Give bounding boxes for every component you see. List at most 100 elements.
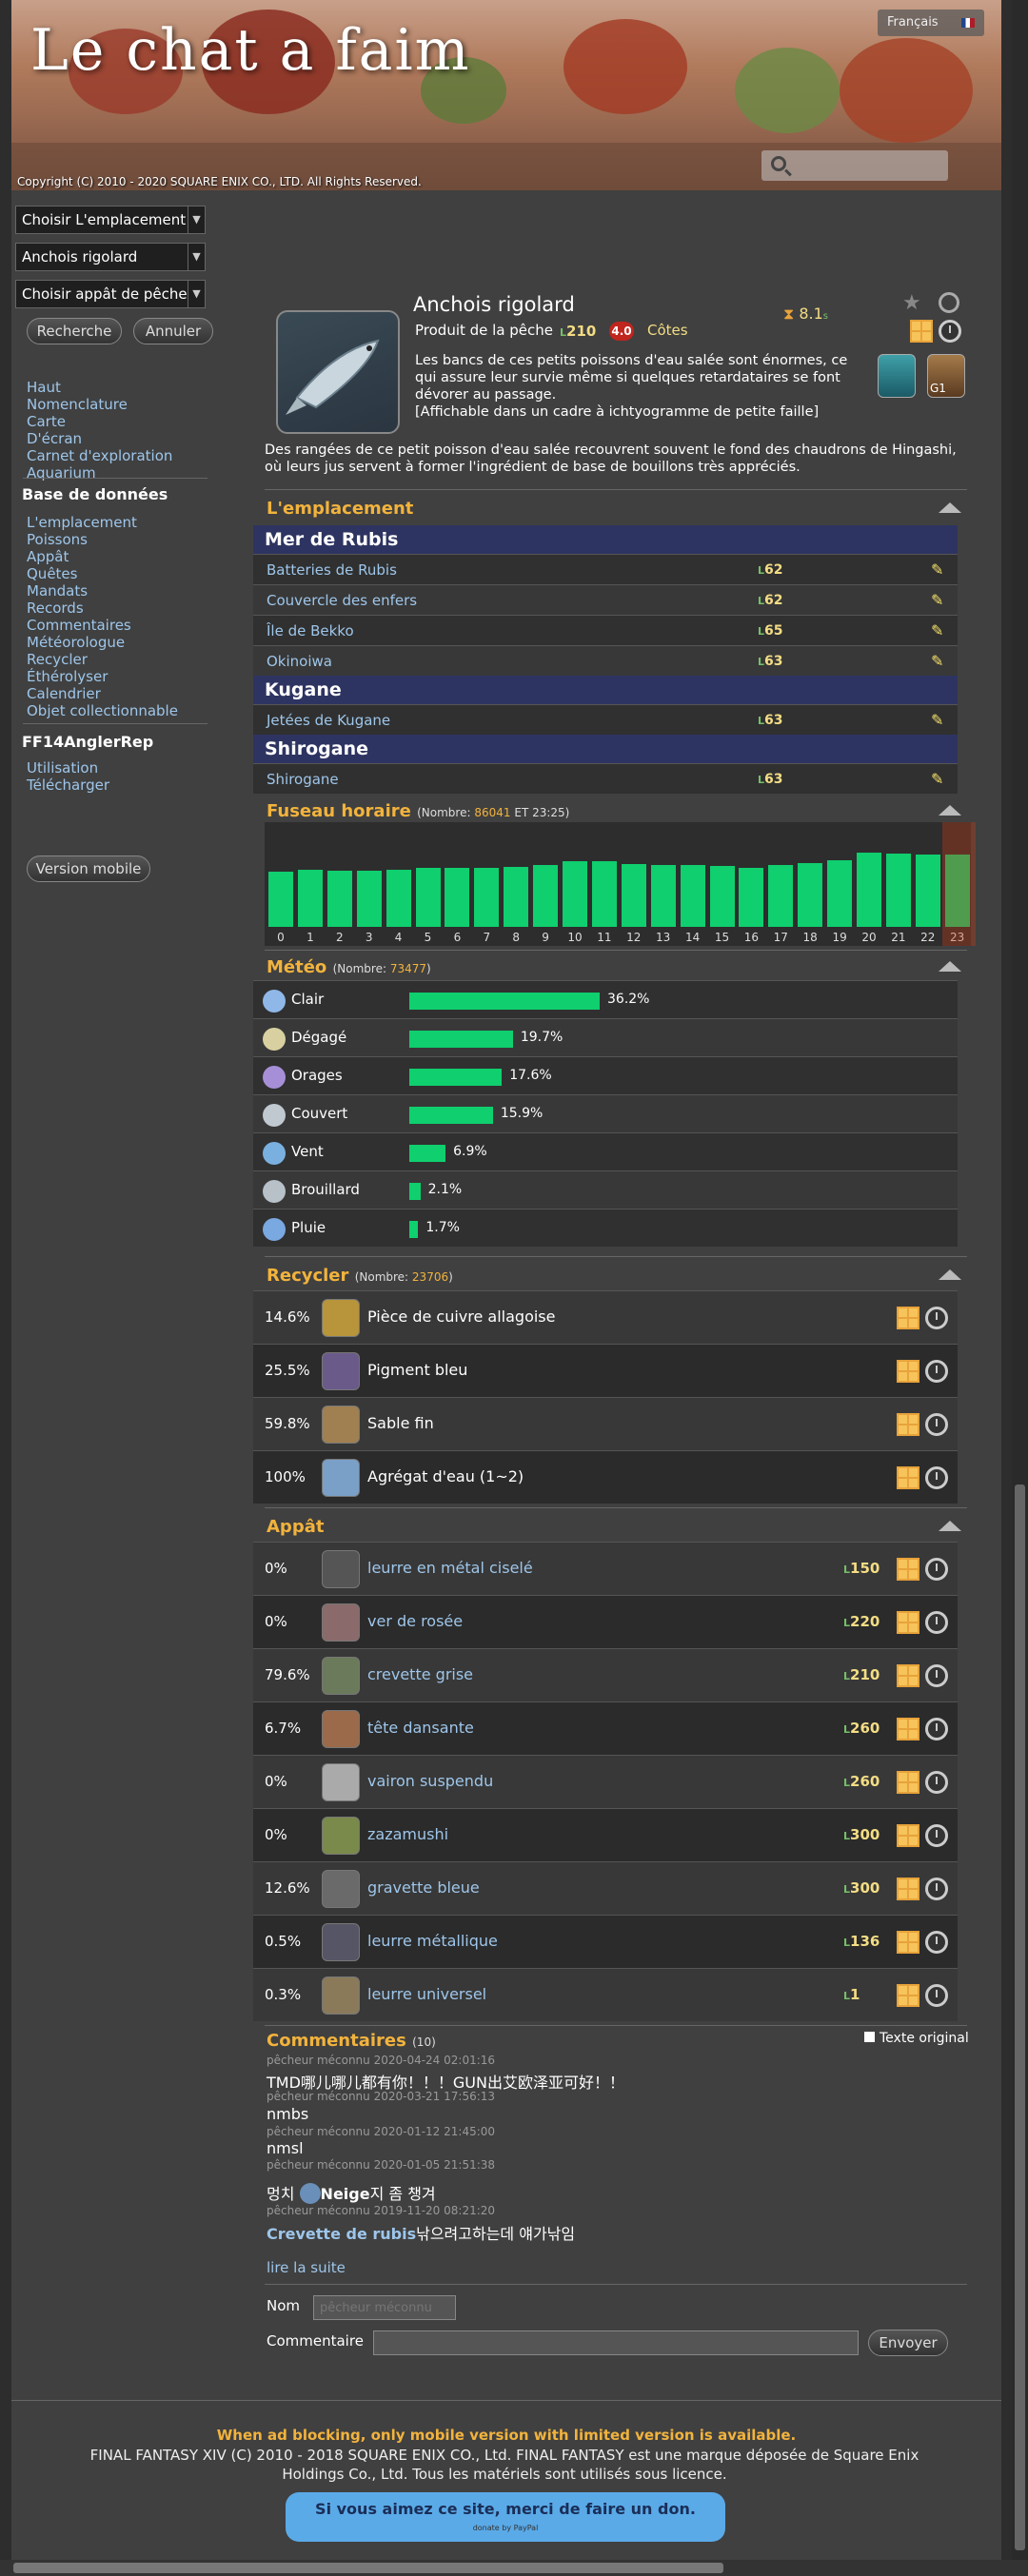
item-name[interactable]: vairon suspendu (367, 1772, 494, 1790)
chart-bar (680, 865, 705, 927)
timer-icon[interactable] (925, 1931, 948, 1954)
fish-select[interactable]: Anchois rigolard ▼ (15, 243, 206, 271)
item-name[interactable]: gravette bleue (367, 1878, 480, 1897)
comment-link-location[interactable]: Crevette de rubis (267, 2225, 417, 2243)
site-search-input[interactable] (761, 150, 948, 181)
alarm-icon[interactable] (939, 292, 959, 313)
nav-link[interactable]: Quêtes (27, 565, 78, 582)
comment-text-c: 지 좀 챙겨 (369, 2185, 436, 2203)
location-link[interactable]: Shirogane (267, 771, 339, 788)
nav-link[interactable]: Records (27, 600, 84, 617)
timer-icon[interactable] (925, 1664, 948, 1687)
nav-link[interactable]: Appât (27, 548, 69, 565)
item-name[interactable]: crevette grise (367, 1665, 474, 1683)
location-link[interactable]: Okinoiwa (267, 653, 332, 670)
read-more-link[interactable]: lire la suite (267, 2259, 346, 2276)
collapse-icon[interactable] (939, 1521, 961, 1531)
nav-link[interactable]: Météorologue (27, 634, 126, 651)
nav-link[interactable]: Carnet d'exploration (27, 447, 173, 464)
vertical-scrollbar[interactable] (1012, 0, 1028, 2560)
tug-value: 8.1 (799, 305, 823, 323)
nav-link[interactable]: Aquarium (27, 464, 96, 482)
nav-link[interactable]: Nomenclature (27, 396, 128, 413)
teamcraft-icon[interactable] (897, 1718, 919, 1740)
comment-link-weather[interactable]: Neige (320, 2185, 370, 2203)
collapse-icon[interactable] (939, 961, 961, 972)
teamcraft-icon[interactable] (897, 1466, 919, 1489)
timer-icon[interactable] (925, 1558, 948, 1581)
timer-icon[interactable] (925, 1307, 948, 1329)
nav-link[interactable]: Objet collectionnable (27, 702, 178, 719)
donate-button[interactable]: Si vous aimez ce site, merci de faire un… (286, 2492, 725, 2542)
timer-icon[interactable] (925, 1984, 948, 2007)
teamcraft-icon[interactable] (897, 1558, 919, 1581)
teamcraft-icon[interactable] (897, 1413, 919, 1436)
teamcraft-icon[interactable] (897, 1360, 919, 1383)
teamcraft-icon[interactable] (897, 1307, 919, 1329)
teamcraft-icon[interactable] (897, 1984, 919, 2007)
nav-link[interactable]: Recycler (27, 651, 88, 668)
nav-link[interactable]: Éthérolyser (27, 668, 109, 685)
item-level: L220 (843, 1613, 880, 1630)
teamcraft-icon[interactable] (897, 1931, 919, 1954)
original-text-toggle[interactable]: Texte original (864, 2031, 969, 2046)
nav-link[interactable]: Haut (27, 379, 61, 396)
item-name[interactable]: leurre en métal ciselé (367, 1559, 533, 1577)
horizontal-scrollbar[interactable] (0, 2560, 1028, 2576)
collapse-icon[interactable] (939, 1269, 961, 1280)
teamcraft-icon[interactable] (897, 1771, 919, 1794)
item-name[interactable]: tête dansante (367, 1719, 474, 1737)
scroll-thumb[interactable] (13, 2563, 723, 2573)
teamcraft-icon[interactable] (897, 1664, 919, 1687)
teamcraft-icon[interactable] (897, 1611, 919, 1634)
recycle-count-label: (Nombre: (354, 1270, 409, 1284)
timer-icon[interactable] (925, 1413, 948, 1436)
site-title[interactable]: Le chat a faim (30, 17, 471, 84)
nav-link[interactable]: Commentaires (27, 617, 131, 634)
item-level-value: 136 (850, 1933, 880, 1950)
bait-select[interactable]: Choisir appât de pêche ▼ (15, 280, 206, 308)
nav-link[interactable]: L'emplacement (27, 514, 137, 531)
search-button[interactable]: Recherche (27, 318, 122, 344)
timer-icon[interactable] (925, 1466, 948, 1489)
favorite-star-icon[interactable]: ★ (902, 291, 921, 315)
nav-link[interactable]: Utilisation (27, 759, 99, 777)
cancel-button[interactable]: Annuler (133, 318, 213, 344)
timer-icon[interactable] (925, 1878, 948, 1900)
comment-input[interactable] (373, 2330, 859, 2355)
search-icon (771, 156, 786, 171)
checkbox[interactable] (864, 2032, 875, 2042)
item-name[interactable]: leurre universel (367, 1985, 487, 2003)
nav-link[interactable]: Carte (27, 413, 66, 430)
nav-link[interactable]: D'écran (27, 430, 83, 447)
timer-icon[interactable] (925, 1824, 948, 1847)
timer-icon[interactable] (925, 1718, 948, 1740)
teamcraft-icon[interactable] (910, 320, 933, 343)
timer-icon[interactable] (925, 1771, 948, 1794)
timer-icon[interactable] (925, 1360, 948, 1383)
mobile-version-button[interactable]: Version mobile (27, 855, 150, 882)
timer-icon[interactable] (939, 320, 961, 343)
item-name[interactable]: leurre métallique (367, 1932, 498, 1950)
aquarium-icon[interactable] (878, 354, 916, 398)
location-select[interactable]: Choisir L'emplacement ▼ (15, 206, 206, 234)
language-selector[interactable]: Français (878, 10, 984, 36)
location-link[interactable]: Jetées de Kugane (267, 712, 391, 729)
nav-link[interactable]: Poissons (27, 531, 88, 548)
location-link[interactable]: Batteries de Rubis (267, 561, 397, 579)
location-link[interactable]: Couvercle des enfers (267, 592, 418, 609)
scroll-thumb[interactable] (1015, 1485, 1025, 2550)
teamcraft-icon[interactable] (897, 1878, 919, 1900)
nav-link[interactable]: Calendrier (27, 685, 101, 702)
nav-link[interactable]: Mandats (27, 582, 89, 600)
name-input[interactable] (313, 2295, 456, 2320)
nav-link[interactable]: Télécharger (27, 777, 110, 794)
item-name[interactable]: ver de rosée (367, 1612, 464, 1630)
collapse-icon[interactable] (939, 805, 961, 816)
location-link[interactable]: Île de Bekko (267, 622, 354, 639)
item-name[interactable]: zazamushi (367, 1825, 449, 1843)
collapse-icon[interactable] (939, 502, 961, 513)
timer-icon[interactable] (925, 1611, 948, 1634)
send-button[interactable]: Envoyer (868, 2330, 948, 2356)
teamcraft-icon[interactable] (897, 1824, 919, 1847)
